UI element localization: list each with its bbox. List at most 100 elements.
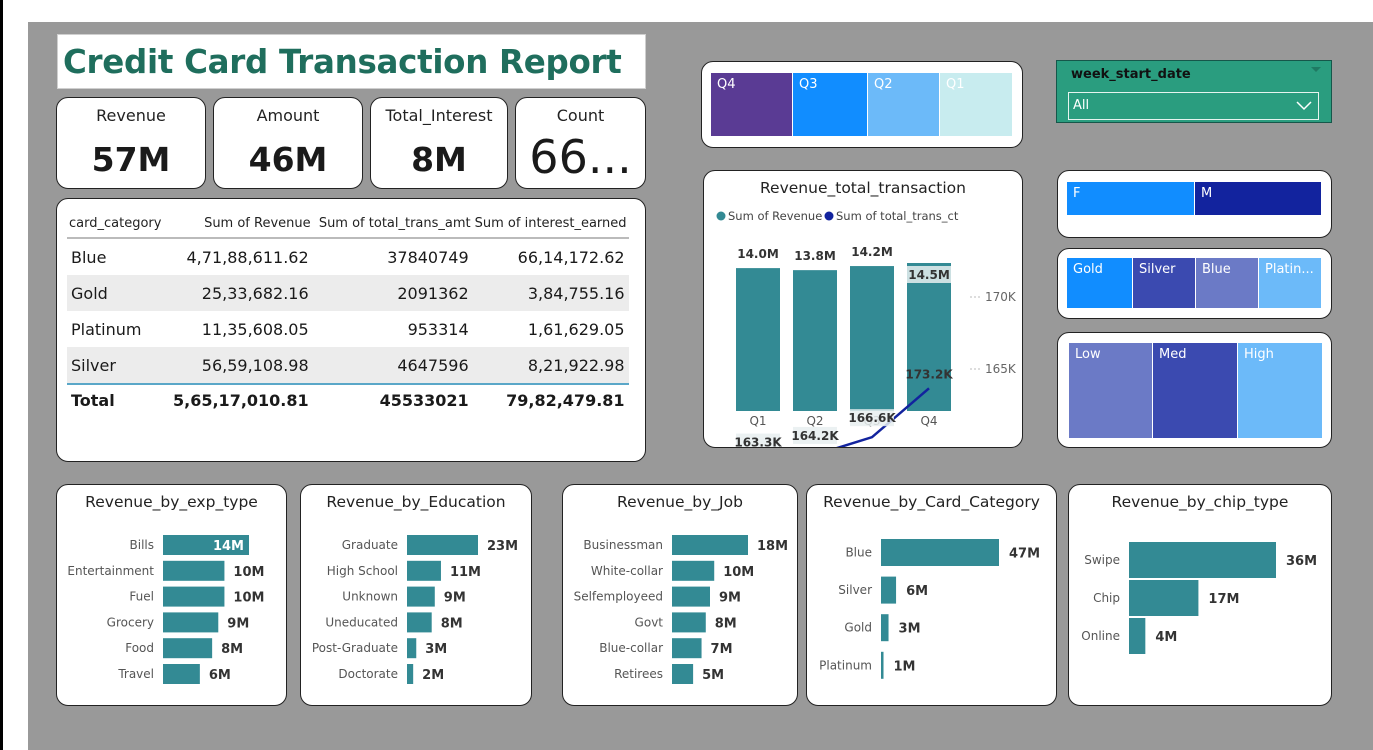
data-label: 2M — [422, 668, 444, 683]
column-header[interactable]: Sum of total_trans_amt — [312, 209, 473, 239]
combo-chart-svg: Sum of Revenue Sum of total_trans_ct Q1 1… — [716, 209, 1017, 447]
category-label: Bills — [130, 538, 155, 552]
slicer-tile-q4[interactable]: Q4 — [711, 73, 793, 136]
data-label: 10M — [723, 565, 754, 580]
week-start-date-filter: week_start_date All — [1056, 60, 1332, 123]
slicer-tile-high[interactable]: High — [1238, 343, 1322, 438]
bar — [407, 560, 441, 581]
data-label-bg — [736, 433, 780, 447]
legend-label[interactable]: Sum of total_trans_ct — [836, 209, 959, 223]
filter-select[interactable]: All — [1068, 92, 1319, 120]
bar — [672, 535, 748, 555]
cell: Total — [67, 383, 169, 415]
bar-plot: Bills 14M Entertainment 10M Fuel 10M Grocery 9M… — [67, 535, 264, 684]
bar-chart-svg: Blue 47M Silver 6M Gold 3M Platinum 1M — [819, 539, 1040, 679]
slicer-tile-platinum[interactable]: Platin... — [1259, 258, 1321, 308]
data-label: 6M — [209, 668, 231, 683]
cell: 66,14,172.62 — [517, 247, 625, 267]
quarter-slicer: Q4 Q3 Q2 Q1 — [701, 61, 1023, 148]
slicer-tile-low[interactable]: Low — [1069, 343, 1153, 438]
slicer-label: Low — [1075, 347, 1101, 362]
chart-title: Revenue_by_Education — [326, 493, 506, 511]
data-label: 7M — [711, 642, 733, 657]
bar — [1129, 618, 1146, 654]
bar-chart-svg: Swipe 36M Chip 17M Online 4M — [1081, 542, 1317, 654]
card-category-matrix[interactable]: card_category Sum of Revenue Sum of tota… — [56, 198, 646, 462]
kpi-label: Amount — [256, 106, 320, 125]
data-label: 3M — [425, 642, 447, 657]
category-label: Food — [125, 641, 154, 655]
kpi-label: Count — [556, 106, 605, 125]
revenue-by-education-chart[interactable]: Revenue_by_Education Graduate 23M High Sch… — [300, 484, 532, 706]
kpi-card-revenue[interactable]: Revenue 57M — [56, 97, 206, 189]
revenue-by-chip-type-chart[interactable]: Revenue_by_chip_type Swipe 36M Chip 17M Onli… — [1068, 484, 1332, 706]
data-label: 9M — [444, 591, 466, 606]
card-category-slicer: Gold Silver Blue Platin... — [1057, 248, 1332, 319]
slicer-tile-blue[interactable]: Blue — [1196, 258, 1259, 308]
data-label: 173.2K — [905, 367, 953, 381]
bar — [881, 651, 884, 679]
data-label: 10M — [233, 565, 264, 580]
table-row[interactable]: Gold 25,33,682.16 2091362 3,84,755.16 — [67, 275, 629, 311]
series-line — [836, 387, 930, 447]
chart-title: Revenue_by_Job — [617, 493, 743, 511]
kpi-value: 8M — [411, 140, 467, 179]
slicer-tile-f[interactable]: F — [1067, 182, 1195, 215]
table-row[interactable]: Blue 4,71,88,611.62 37840749 66,14,172.6… — [67, 238, 629, 275]
table-row[interactable]: Platinum 11,35,608.05 953314 1,61,629.05 — [67, 311, 629, 347]
legend-label[interactable]: Sum of Revenue — [728, 209, 822, 223]
bar — [881, 539, 999, 566]
kpi-card-total-interest[interactable]: Total_Interest 8M — [370, 97, 508, 189]
slicer-tile-med[interactable]: Med — [1153, 343, 1238, 438]
revenue-by-exp-type-chart[interactable]: Revenue_by_exp_type Bills 14M Entertainmen… — [56, 484, 287, 706]
data-label: 4M — [1155, 630, 1177, 645]
bar — [850, 266, 894, 411]
data-label: 3M — [899, 622, 921, 637]
slicer-tile-q1[interactable]: Q1 — [940, 73, 1012, 136]
data-label: 9M — [719, 591, 741, 606]
slicer-label: F — [1073, 186, 1081, 201]
data-label: 8M — [715, 616, 737, 631]
column-header[interactable]: card_category — [67, 209, 169, 239]
y2-tick-label: 165K — [985, 362, 1017, 376]
category-label: Gold — [844, 621, 872, 635]
cell: 2091362 — [312, 275, 473, 311]
column-header[interactable]: Sum of interest_earned — [472, 209, 629, 239]
category-label: Platinum — [819, 658, 872, 672]
category-label: Selfemployeed — [574, 590, 663, 604]
matrix-table: card_category Sum of Revenue Sum of tota… — [67, 209, 629, 415]
category-label: Entertainment — [67, 564, 154, 578]
cell: 79,82,479.81 — [472, 383, 629, 415]
category-label: Swipe — [1084, 553, 1120, 567]
bar — [907, 263, 951, 411]
filter-label: week_start_date — [1071, 67, 1191, 82]
bar — [163, 560, 225, 581]
column-header[interactable]: Sum of Revenue — [169, 209, 313, 239]
data-label: 14M — [213, 539, 244, 554]
kpi-card-count[interactable]: Count 66... — [515, 97, 646, 189]
bar — [672, 638, 702, 659]
slicer-tile-m[interactable]: M — [1195, 182, 1321, 215]
slicer-label: Blue — [1202, 262, 1231, 277]
cell: Blue — [71, 247, 107, 267]
category-label: Govt — [635, 615, 664, 629]
bar — [407, 612, 432, 633]
slicer-label: Q2 — [874, 77, 893, 92]
revenue-by-card-category-chart[interactable]: Revenue_by_Card_Category Blue 47M Silver 6M… — [806, 484, 1057, 706]
cell: 3,84,755.16 — [472, 275, 629, 311]
slicer-tile-gold[interactable]: Gold — [1067, 258, 1133, 308]
cell: 56,59,108.98 — [169, 347, 313, 384]
category-label: High School — [327, 564, 398, 578]
bar — [163, 586, 225, 607]
revenue-total-transaction-chart[interactable]: Revenue_total_transaction Sum of Revenue… — [703, 170, 1023, 448]
slicer-tile-silver[interactable]: Silver — [1133, 258, 1196, 308]
revenue-by-job-chart[interactable]: Revenue_by_Job Businessman 18M White-colla… — [562, 484, 798, 706]
bar-plot: Businessman 18M White-collar 10M Selfemploye… — [574, 535, 788, 684]
data-label: 14.2M — [851, 245, 893, 259]
slicer-label: Platin... — [1265, 262, 1314, 277]
slicer-tile-q3[interactable]: Q3 — [793, 73, 868, 136]
cell: 4,71,88,611.62 — [186, 247, 309, 267]
table-row[interactable]: Silver 56,59,108.98 4647596 8,21,922.98 — [67, 347, 629, 384]
slicer-tile-q2[interactable]: Q2 — [868, 73, 940, 136]
kpi-card-amount[interactable]: Amount 46M — [213, 97, 363, 189]
